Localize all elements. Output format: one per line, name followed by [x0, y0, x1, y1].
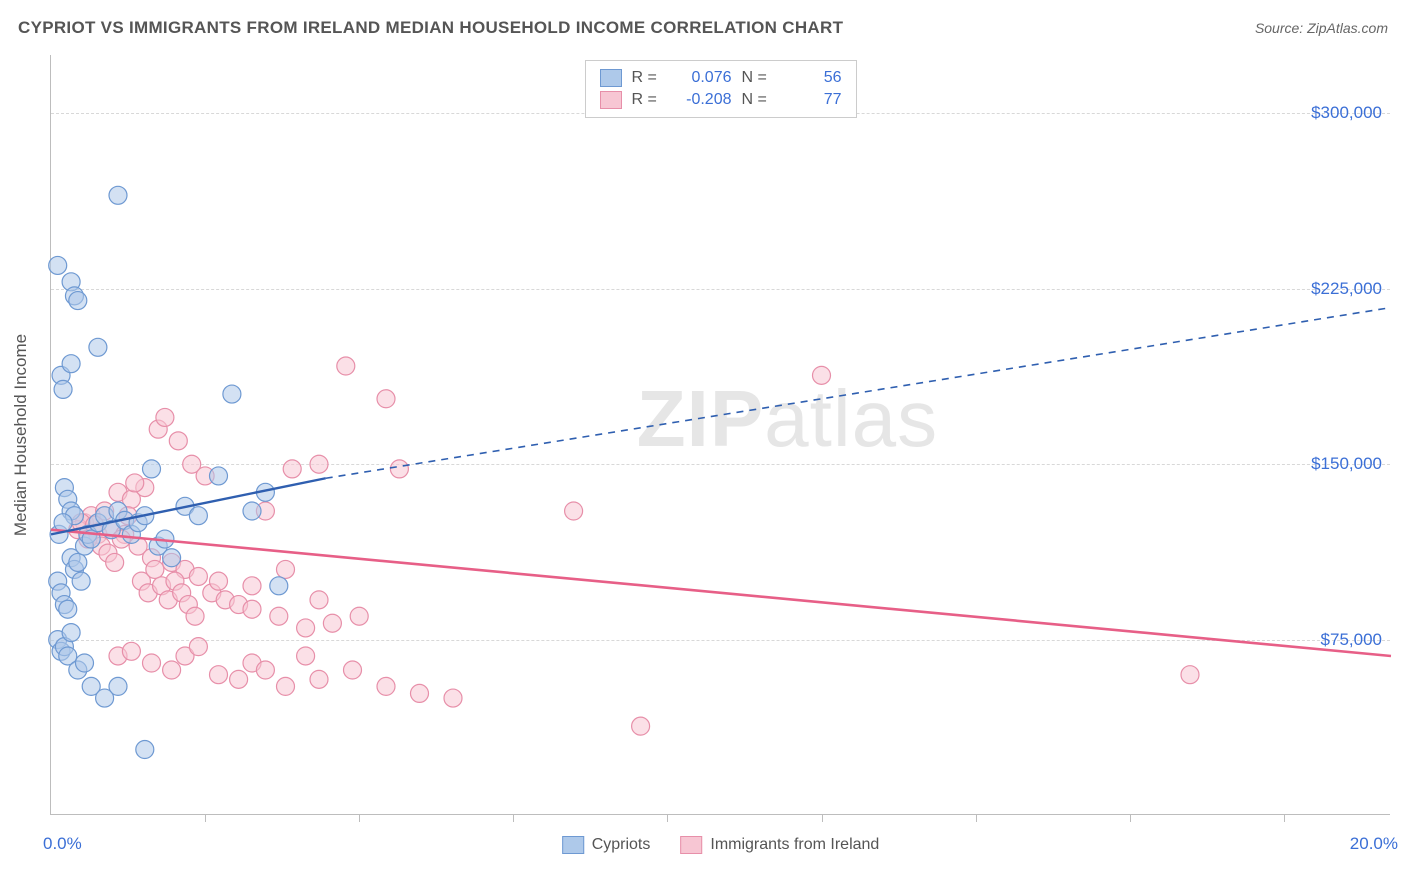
data-point	[377, 677, 395, 695]
swatch-cypriots-icon	[562, 836, 584, 854]
chart-title: CYPRIOT VS IMMIGRANTS FROM IRELAND MEDIA…	[18, 18, 843, 38]
data-point	[59, 600, 77, 618]
legend-stats-box: R = 0.076 N = 56 R = -0.208 N = 77	[585, 60, 857, 118]
data-point	[310, 591, 328, 609]
data-point	[89, 338, 107, 356]
data-point	[310, 455, 328, 473]
y-axis-title: Median Household Income	[11, 333, 31, 535]
data-point	[243, 600, 261, 618]
x-tick	[976, 814, 977, 822]
x-tick	[205, 814, 206, 822]
data-point	[277, 677, 295, 695]
data-point	[377, 390, 395, 408]
legend-item-cypriots: Cypriots	[562, 836, 651, 854]
data-point	[243, 502, 261, 520]
data-point	[189, 567, 207, 585]
data-point	[143, 654, 161, 672]
plot-area: ZIPatlas Median Household Income $75,000…	[50, 55, 1390, 815]
data-point	[69, 292, 87, 310]
data-point	[323, 614, 341, 632]
data-point	[210, 572, 228, 590]
data-point	[1181, 666, 1199, 684]
data-point	[813, 366, 831, 384]
data-point	[283, 460, 301, 478]
data-point	[350, 607, 368, 625]
data-point	[189, 507, 207, 525]
legend-bottom: Cypriots Immigrants from Ireland	[562, 836, 880, 854]
data-point	[270, 577, 288, 595]
data-point	[189, 638, 207, 656]
data-point	[109, 677, 127, 695]
data-point	[122, 642, 140, 660]
data-point	[163, 549, 181, 567]
data-point	[62, 624, 80, 642]
data-point	[411, 684, 429, 702]
swatch-ireland-icon	[680, 836, 702, 854]
swatch-cypriots	[600, 69, 622, 87]
data-point	[210, 467, 228, 485]
swatch-ireland	[600, 91, 622, 109]
data-point	[243, 577, 261, 595]
scatter-chart	[51, 55, 1390, 814]
source-label: Source: ZipAtlas.com	[1255, 20, 1388, 36]
x-tick	[667, 814, 668, 822]
x-tick	[1130, 814, 1131, 822]
data-point	[72, 572, 90, 590]
legend-stats-row-b: R = -0.208 N = 77	[600, 89, 842, 111]
x-tick	[1284, 814, 1285, 822]
data-point	[76, 654, 94, 672]
data-point	[143, 460, 161, 478]
data-point	[256, 661, 274, 679]
x-tick	[822, 814, 823, 822]
data-point	[632, 717, 650, 735]
x-tick	[513, 814, 514, 822]
data-point	[310, 670, 328, 688]
x-tick	[359, 814, 360, 822]
data-point	[109, 186, 127, 204]
data-point	[106, 553, 124, 571]
data-point	[54, 380, 72, 398]
x-axis-max-label: 20.0%	[1350, 834, 1398, 854]
data-point	[223, 385, 241, 403]
data-point	[390, 460, 408, 478]
data-point	[126, 474, 144, 492]
data-point	[136, 741, 154, 759]
data-point	[69, 553, 87, 571]
legend-stats-row-a: R = 0.076 N = 56	[600, 67, 842, 89]
data-point	[169, 432, 187, 450]
data-point	[565, 502, 583, 520]
data-point	[297, 647, 315, 665]
data-point	[49, 256, 67, 274]
data-point	[156, 408, 174, 426]
trend-line	[326, 308, 1391, 479]
x-axis-min-label: 0.0%	[43, 834, 82, 854]
legend-item-ireland: Immigrants from Ireland	[680, 836, 879, 854]
data-point	[146, 560, 164, 578]
data-point	[297, 619, 315, 637]
data-point	[186, 607, 204, 625]
data-point	[344, 661, 362, 679]
data-point	[277, 560, 295, 578]
data-point	[230, 670, 248, 688]
data-point	[337, 357, 355, 375]
data-point	[270, 607, 288, 625]
data-point	[444, 689, 462, 707]
data-point	[210, 666, 228, 684]
data-point	[62, 355, 80, 373]
data-point	[163, 661, 181, 679]
